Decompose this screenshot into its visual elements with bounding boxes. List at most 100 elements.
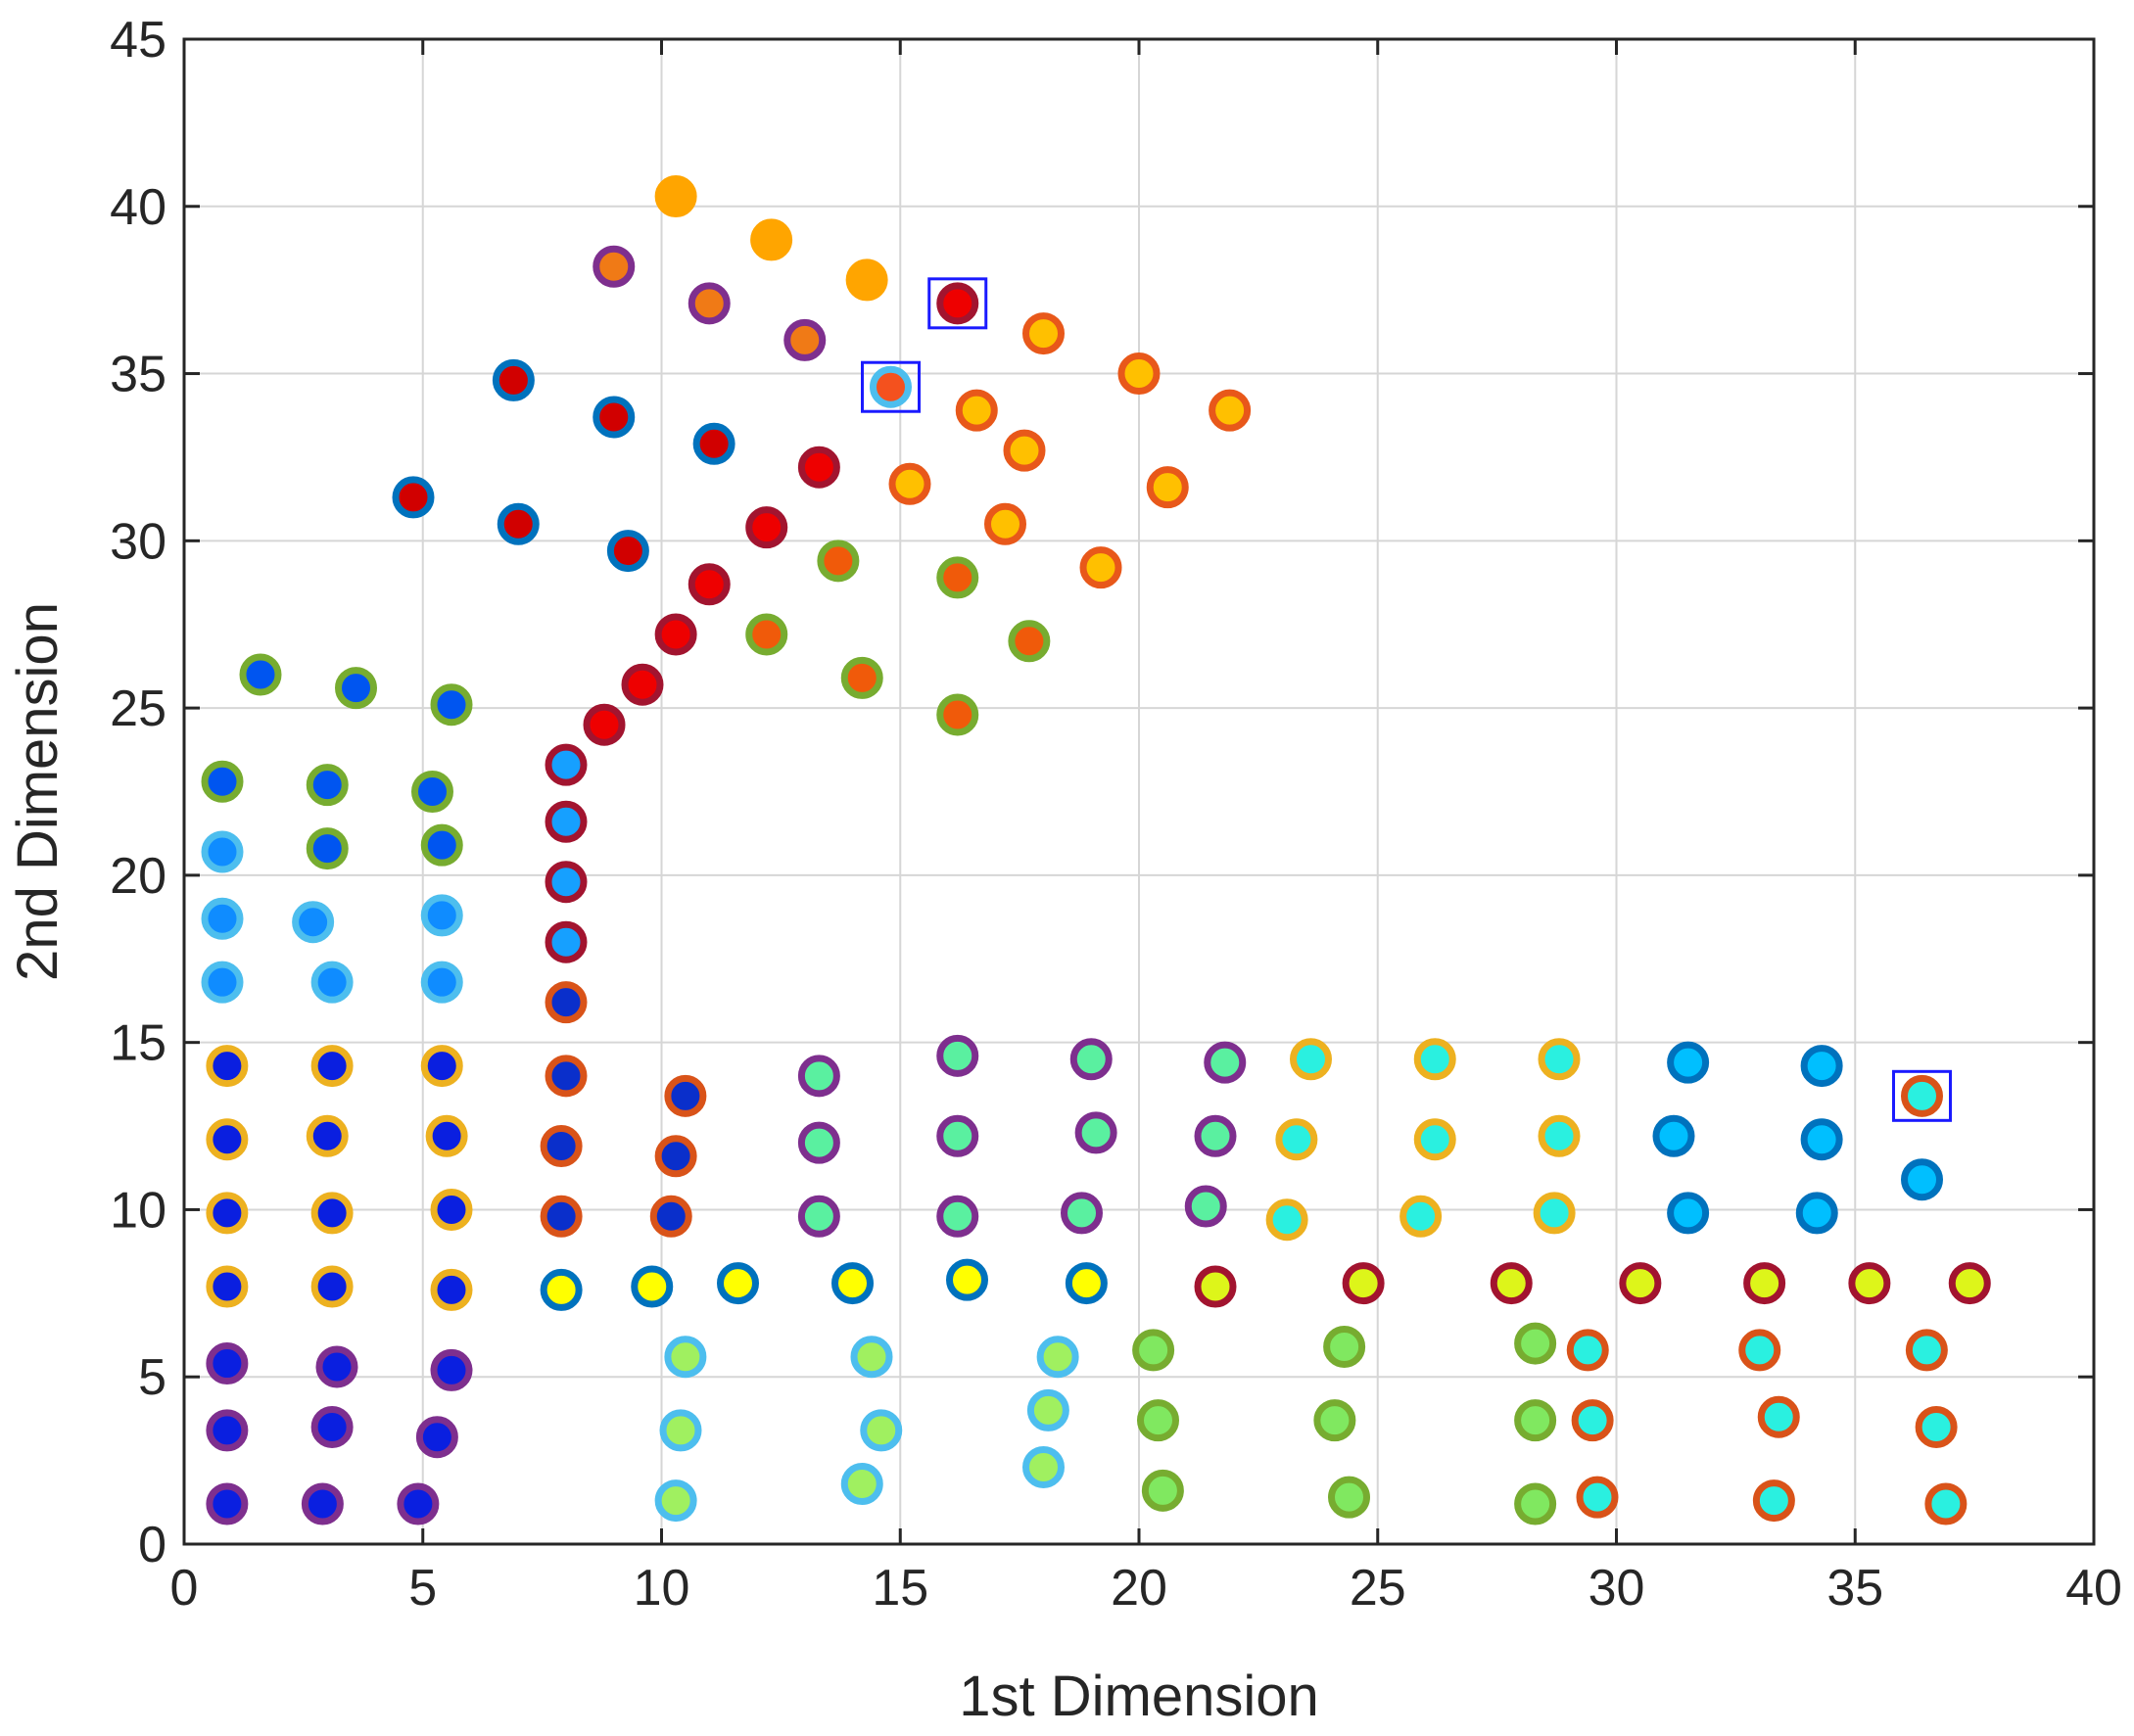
data-point bbox=[430, 683, 473, 727]
data-point bbox=[430, 1348, 473, 1391]
data-point bbox=[797, 1121, 840, 1164]
data-point bbox=[593, 396, 636, 439]
data-point bbox=[797, 446, 840, 489]
data-point bbox=[1566, 1329, 1609, 1372]
y-tick-label: 15 bbox=[110, 1015, 166, 1072]
x-tick-label: 10 bbox=[634, 1560, 690, 1617]
data-point bbox=[1901, 1158, 1943, 1201]
data-point bbox=[1204, 1041, 1247, 1084]
data-point bbox=[860, 1409, 903, 1452]
y-tick-label: 20 bbox=[110, 848, 166, 905]
data-point bbox=[850, 1336, 893, 1379]
x-tick-label: 25 bbox=[1350, 1560, 1406, 1617]
data-point bbox=[315, 1345, 358, 1388]
data-point bbox=[936, 1034, 979, 1077]
data-point bbox=[201, 897, 244, 940]
highlight-box bbox=[1892, 1069, 1952, 1122]
data-point bbox=[840, 1463, 883, 1506]
data-point bbox=[831, 1262, 874, 1305]
data-point bbox=[654, 613, 697, 656]
data-point bbox=[1117, 352, 1161, 396]
data-point bbox=[1146, 466, 1189, 509]
data-point bbox=[1323, 1325, 1366, 1368]
data-point bbox=[936, 1114, 979, 1157]
y-tick-label: 0 bbox=[138, 1517, 166, 1573]
data-point bbox=[717, 1262, 759, 1305]
x-tick-label: 20 bbox=[1111, 1560, 1167, 1617]
data-point bbox=[1743, 1262, 1786, 1305]
x-tick-label: 35 bbox=[1826, 1560, 1883, 1617]
data-point bbox=[936, 282, 979, 325]
data-point bbox=[1061, 1192, 1103, 1235]
data-point bbox=[631, 1265, 674, 1308]
data-point bbox=[397, 1482, 440, 1525]
data-point bbox=[310, 1405, 354, 1448]
data-point bbox=[664, 1336, 707, 1379]
data-point bbox=[1514, 1399, 1557, 1442]
x-tick-label: 5 bbox=[408, 1560, 437, 1617]
highlight-box bbox=[927, 277, 988, 330]
data-point bbox=[1738, 1329, 1781, 1372]
data-point bbox=[1800, 1045, 1843, 1088]
data-point bbox=[1069, 1038, 1113, 1081]
data-point bbox=[545, 743, 588, 786]
data-point bbox=[936, 693, 979, 736]
data-point bbox=[1795, 1192, 1838, 1235]
data-point bbox=[797, 1055, 840, 1098]
data-point bbox=[955, 389, 998, 432]
data-point bbox=[654, 175, 697, 218]
data-point bbox=[688, 563, 731, 606]
data-point bbox=[1194, 1265, 1237, 1308]
data-point bbox=[688, 282, 731, 325]
data-point bbox=[206, 1482, 249, 1525]
data-point bbox=[984, 502, 1026, 545]
data-point bbox=[1901, 1074, 1943, 1117]
data-point bbox=[1313, 1399, 1356, 1442]
data-point bbox=[1290, 1038, 1332, 1081]
data-point bbox=[1209, 389, 1252, 432]
data-point bbox=[310, 961, 354, 1004]
y-axis-title: 2nd Dimension bbox=[6, 602, 70, 981]
data-point bbox=[201, 961, 244, 1004]
data-point bbox=[1184, 1185, 1227, 1228]
data-point bbox=[1065, 1262, 1108, 1305]
y-tick-label: 30 bbox=[110, 513, 166, 570]
data-point bbox=[692, 422, 735, 465]
data-point bbox=[888, 462, 931, 505]
data-point bbox=[817, 540, 860, 583]
data-point bbox=[420, 961, 463, 1004]
data-point bbox=[654, 1479, 697, 1523]
x-tick-label: 15 bbox=[872, 1560, 928, 1617]
data-point bbox=[1342, 1262, 1385, 1305]
data-point bbox=[1141, 1469, 1184, 1512]
data-point bbox=[1800, 1118, 1843, 1161]
data-points bbox=[201, 175, 1991, 1525]
data-point bbox=[1132, 1329, 1175, 1372]
data-point bbox=[1905, 1329, 1948, 1372]
data-point bbox=[425, 1114, 468, 1157]
data-point bbox=[1022, 1445, 1065, 1488]
data-point bbox=[1848, 1262, 1891, 1305]
data-point bbox=[306, 764, 349, 807]
data-point bbox=[545, 981, 588, 1024]
data-point bbox=[1667, 1192, 1710, 1235]
data-point bbox=[1022, 312, 1065, 355]
data-point bbox=[540, 1268, 583, 1311]
data-point bbox=[239, 653, 282, 696]
axis-ticks: 0 5 10 15 20 25 30 35 40 0 5 10 15 20 25 30 35 40 45 bbox=[110, 12, 2122, 1617]
data-point bbox=[411, 771, 453, 813]
data-point bbox=[492, 358, 535, 401]
data-point bbox=[420, 823, 463, 867]
data-point bbox=[783, 318, 827, 361]
data-point bbox=[1652, 1114, 1695, 1157]
data-point bbox=[1571, 1399, 1614, 1442]
data-point bbox=[1074, 1111, 1117, 1154]
data-point bbox=[430, 1268, 473, 1311]
data-point bbox=[206, 1409, 249, 1452]
y-tick-label: 5 bbox=[138, 1349, 166, 1406]
x-tick-label: 30 bbox=[1589, 1560, 1645, 1617]
data-point bbox=[797, 1195, 840, 1238]
data-point bbox=[540, 1125, 583, 1168]
data-point bbox=[1924, 1482, 1968, 1525]
